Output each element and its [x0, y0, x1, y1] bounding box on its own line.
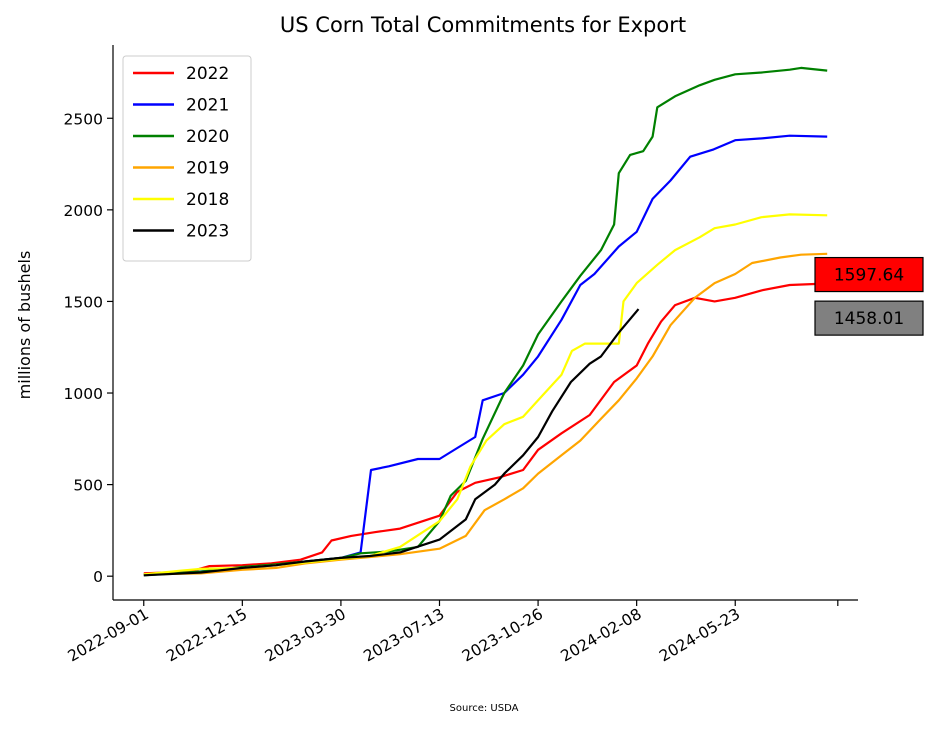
legend-label: 2021: [186, 96, 229, 116]
x-tick-label: 2023-03-30: [262, 605, 349, 666]
legend-label: 2020: [186, 127, 229, 147]
value-tag-text: 1458.01: [834, 309, 904, 329]
value-tag-text: 1597.64: [834, 266, 904, 286]
series-line-2023: [144, 309, 639, 575]
series-line-2022: [144, 284, 827, 574]
x-tick-label: 2024-05-23: [656, 605, 743, 666]
series-line-2019: [144, 254, 827, 575]
value-tag: 1458.01: [815, 301, 923, 335]
legend-label: 2022: [186, 64, 229, 84]
value-tags: 1597.64 1458.01: [815, 258, 923, 336]
y-tick-label: 1500: [64, 293, 103, 311]
legend-label: 2023: [186, 222, 229, 242]
legend-label: 2018: [186, 190, 229, 210]
x-tick-label: 2024-02-08: [558, 605, 645, 666]
y-axis-label: millions of bushels: [15, 251, 34, 400]
value-tag: 1597.64: [815, 258, 923, 292]
y-tick-label: 2000: [64, 202, 103, 220]
x-tick-label: 2023-07-13: [360, 605, 447, 666]
y-tick-label: 0: [93, 568, 103, 586]
y-tick-label: 2500: [64, 110, 103, 128]
legend: 2022 2021 2020 2019 2018 2023: [123, 56, 251, 261]
y-tick-label: 500: [73, 477, 103, 495]
x-tick-label: 2022-09-01: [65, 605, 152, 666]
series-line-2018: [144, 214, 827, 574]
legend-label: 2019: [186, 159, 229, 179]
x-tick-label: 2023-10-26: [459, 605, 546, 666]
source-note: Source: USDA: [450, 703, 519, 714]
y-tick-label: 1000: [64, 385, 103, 403]
x-tick-label: 2022-12-15: [163, 605, 250, 666]
chart-title: US Corn Total Commitments for Export: [280, 13, 686, 37]
